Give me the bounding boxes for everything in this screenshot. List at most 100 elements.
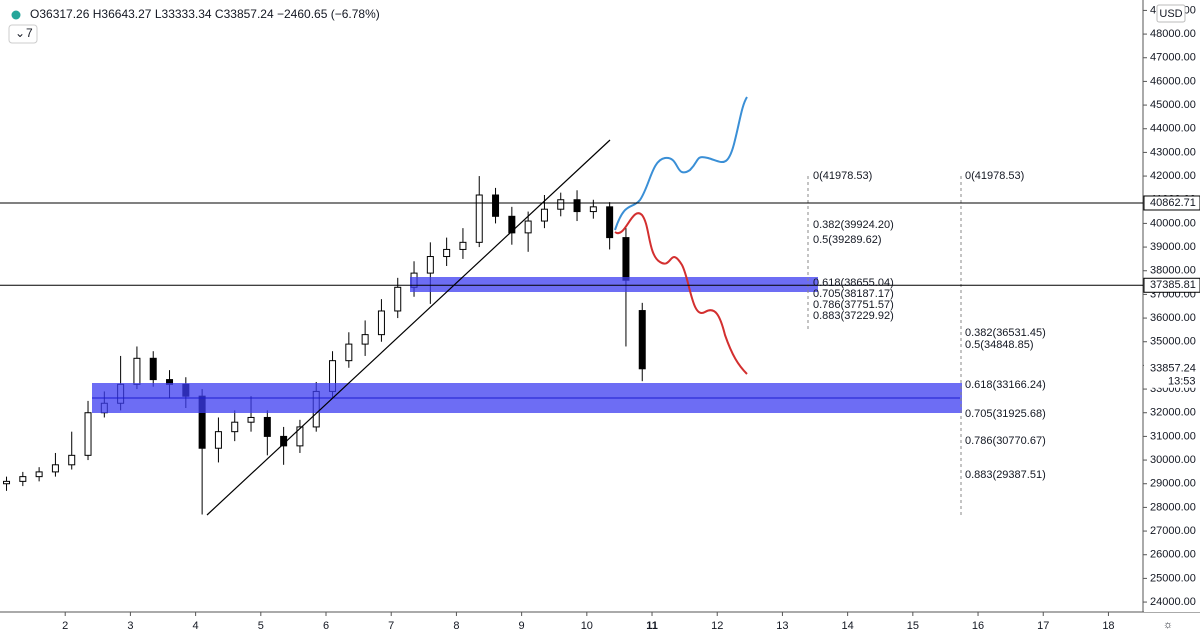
candle-body — [214, 431, 222, 449]
y-tick-label: 26000.00 — [1150, 549, 1196, 561]
y-tick-label: 30000.00 — [1150, 454, 1196, 466]
projection-down — [614, 212, 748, 375]
y-tick-label: 38000.00 — [1150, 265, 1196, 277]
candle-body — [263, 416, 271, 437]
c-value: 33857.24 — [224, 7, 274, 21]
x-tick-label: 16 — [972, 620, 984, 632]
h-value: 36643.27 — [101, 7, 151, 21]
x-tick-label: 13 — [776, 620, 788, 632]
y-tick-label: 47000.00 — [1150, 52, 1196, 64]
y-tick-label: 27000.00 — [1150, 525, 1196, 537]
x-tick-label: 2 — [62, 620, 68, 632]
y-tick-label: 44000.00 — [1150, 123, 1196, 135]
candle-body — [68, 454, 76, 466]
candle-body — [377, 310, 385, 336]
x-tick-label: 8 — [453, 620, 459, 632]
candles — [3, 176, 646, 515]
candle-body — [557, 199, 565, 210]
x-tick-label: 18 — [1102, 620, 1114, 632]
candle-body — [443, 248, 451, 258]
candle-body — [589, 206, 597, 213]
x-tick-label: 12 — [711, 620, 723, 632]
y-tick-label: 36000.00 — [1150, 312, 1196, 324]
y-tick-label: 28000.00 — [1150, 501, 1196, 513]
indicators-toggle[interactable] — [8, 24, 38, 44]
trendline — [206, 139, 611, 516]
candle-body — [51, 464, 59, 473]
level-tag — [1143, 277, 1200, 293]
l-label: L — [155, 7, 162, 21]
candle-body — [133, 357, 141, 385]
candle-body — [524, 220, 532, 234]
header: O36317.26 H36643.27 L33333.34 C33857.24 … — [8, 7, 380, 44]
candle-body — [540, 208, 548, 222]
fib-label: 0.382(36531.45) — [965, 327, 1046, 339]
candle-body — [492, 194, 500, 217]
ohlc: O36317.26 H36643.27 L33333.34 C33857.24 … — [30, 7, 380, 21]
x-tick-label: 9 — [519, 620, 525, 632]
settings-icon[interactable]: ☼ — [1163, 619, 1173, 631]
candle-body — [296, 426, 304, 447]
countdown: 13:53 — [1168, 376, 1196, 388]
x-tick-label: 17 — [1037, 620, 1049, 632]
y-tick-label: 25000.00 — [1150, 572, 1196, 584]
level-tag-label: 40862.71 — [1150, 197, 1196, 209]
y-tick-label: 40000.00 — [1150, 217, 1196, 229]
level-tag-label: 37385.81 — [1150, 279, 1196, 291]
fib-label: 0.5(39289.62) — [813, 234, 882, 246]
x-tick-label: 5 — [258, 620, 264, 632]
x-tick-label: 11 — [646, 620, 658, 632]
candle-body — [426, 256, 434, 274]
candle-body — [622, 237, 630, 281]
y-tick-label: 46000.00 — [1150, 75, 1196, 87]
y-tick-label: 45000.00 — [1150, 99, 1196, 111]
fib-label: 0.705(31925.68) — [965, 408, 1046, 420]
candle-body — [149, 357, 157, 381]
indicators-count: 7 — [26, 26, 33, 40]
fib-label: 0.382(39924.20) — [813, 219, 894, 231]
y-tick-label: 32000.00 — [1150, 407, 1196, 419]
y-tick-label: 43000.00 — [1150, 146, 1196, 158]
y-tick-label: 48000.00 — [1150, 28, 1196, 40]
h-label: H — [93, 7, 102, 21]
currency-button[interactable] — [1156, 4, 1186, 23]
candle-body — [231, 421, 239, 433]
axes: 24000.00 25000.00 26000.00 27000.00 28000.00… — [62, 0, 1200, 632]
x-tick-label: 3 — [127, 620, 133, 632]
x-tick-label: 4 — [193, 620, 199, 632]
o-value: 36317.26 — [39, 7, 89, 21]
o-label: O — [30, 7, 39, 21]
candle-body — [35, 471, 43, 478]
candle-body — [247, 416, 255, 423]
l-value: 33333.34 — [162, 7, 212, 21]
x-tick-label: 14 — [842, 620, 854, 632]
candle-body — [345, 343, 353, 362]
fib-label: 0.883(37229.92) — [813, 310, 894, 322]
fib-label: 0.5(34848.85) — [965, 339, 1034, 351]
zone — [410, 277, 818, 292]
candle-body — [459, 241, 467, 250]
y-tick-label: 31000.00 — [1150, 430, 1196, 442]
y-tick-label: 29000.00 — [1150, 478, 1196, 490]
fib-label: 0.618(38655.04) — [813, 277, 894, 289]
y-tick-label: 39000.00 — [1150, 241, 1196, 253]
x-tick-label: 15 — [907, 620, 919, 632]
fib-label: 0(41978.53) — [813, 170, 872, 182]
currency: USD — [1159, 8, 1182, 20]
last-price: 33857.24 — [1150, 363, 1196, 375]
fib-label: 0.705(38187.17) — [813, 288, 894, 300]
candle-body — [573, 199, 581, 213]
fib-label: 0.786(37751.57) — [813, 299, 894, 311]
axis-bg — [1144, 0, 1200, 612]
x-tick-label: 10 — [581, 620, 593, 632]
candle-body — [508, 215, 516, 234]
candle-body — [361, 334, 369, 345]
candle-body — [394, 286, 402, 312]
last-price-tag — [1144, 360, 1200, 388]
fib-label: 0.618(33166.24) — [965, 379, 1046, 391]
projection-up — [614, 96, 748, 231]
y-tick-label: 42000.00 — [1150, 170, 1196, 182]
x-tick-label: 6 — [323, 620, 329, 632]
candle-body — [84, 412, 92, 456]
